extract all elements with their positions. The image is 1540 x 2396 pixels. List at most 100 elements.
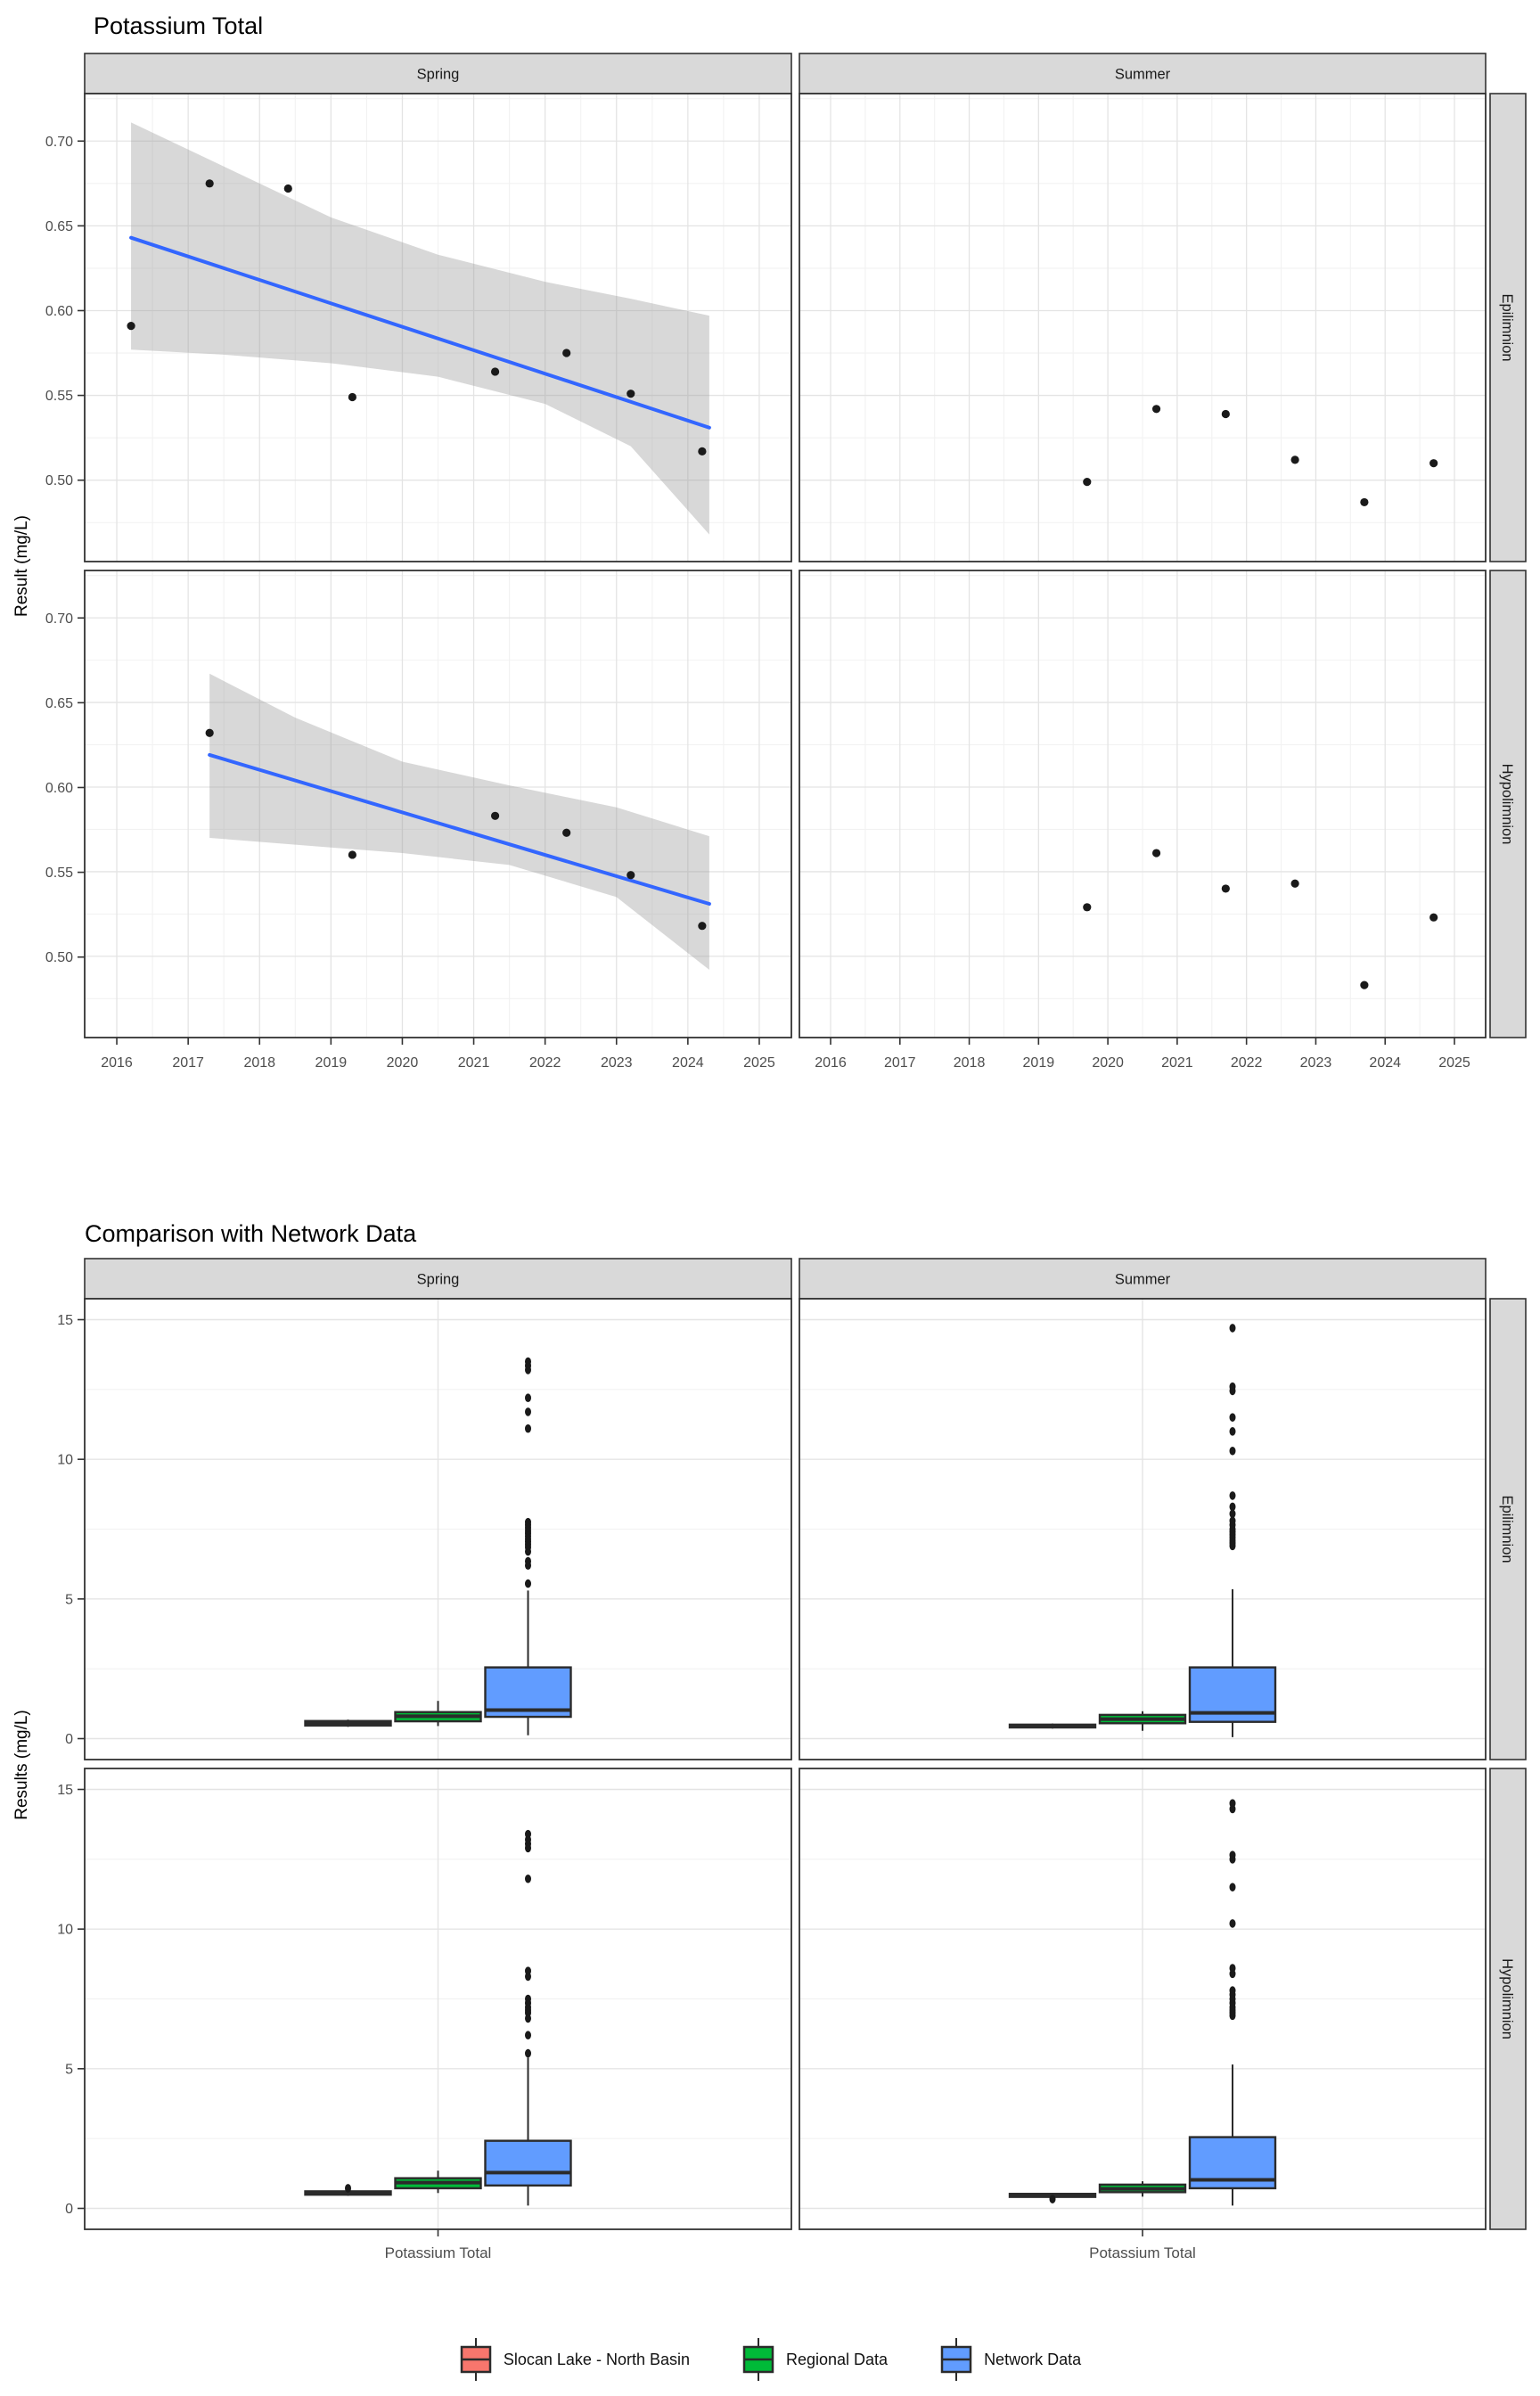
data-point	[1151, 849, 1161, 857]
data-point	[1429, 459, 1438, 468]
figure1-panels: Spring Summer Epilimnion Hypolimnion 0.50 0.5…	[45, 53, 1527, 1071]
figure2-y-axis-title: Results (mg/L)	[12, 1710, 31, 1820]
facet-strip-spring	[84, 1258, 792, 1300]
outlier-point	[1229, 1382, 1236, 1391]
figure1-title: Potassium Total	[94, 12, 263, 39]
outlier-point	[1049, 2195, 1056, 2203]
outlier-point	[525, 1994, 531, 2004]
y-axis-tick-label: 0.55	[45, 866, 73, 881]
data-point	[562, 828, 571, 837]
panel-spring-hypolimnion	[84, 570, 792, 1038]
data-point	[698, 922, 707, 931]
y-axis-tick-label: 0.70	[45, 135, 73, 150]
x-axis-tick-label: 2022	[1231, 1055, 1263, 1071]
y-axis-tick-label: 5	[65, 1592, 73, 1607]
data-point	[1429, 913, 1438, 922]
outlier-point	[1229, 1446, 1236, 1456]
data-point	[698, 447, 707, 455]
data-point	[205, 179, 214, 188]
legend-label: Slocan Lake - North Basin	[503, 2350, 690, 2368]
facet-strip-spring	[84, 53, 792, 94]
facet-strip-hypolimnion	[1489, 570, 1527, 1038]
x-axis-tick-label: 2019	[1023, 1055, 1055, 1071]
y-axis-tick-label: 0.65	[45, 219, 73, 234]
boxplot-key-icon	[940, 2338, 972, 2381]
x-axis-tick-label: 2016	[815, 1055, 847, 1071]
outlier-point	[345, 2184, 351, 2193]
panel-border	[84, 93, 792, 562]
panel-border	[799, 93, 1487, 562]
figure1-y-axis-title: Result (mg/L)	[12, 515, 31, 617]
confidence-band	[209, 673, 709, 971]
y-axis-tick-label: 0	[65, 1732, 73, 1747]
x-axis-tick-label: 2023	[1300, 1055, 1332, 1071]
panel-border	[84, 570, 792, 1038]
panel-spring-epilimnion	[84, 1298, 792, 1760]
panel-border	[799, 570, 1487, 1038]
outlier-point	[1229, 1986, 1236, 1995]
figure-comparison-plot: Comparison with Network Data Results (mg…	[12, 1220, 1527, 2261]
outlier-point	[1229, 1799, 1236, 1808]
y-axis-tick-label: 0	[65, 2202, 73, 2217]
facet-strip-hypolimnion	[1489, 1768, 1527, 2230]
panel-summer-epilimnion	[799, 1298, 1487, 1760]
outlier-point	[525, 1357, 531, 1366]
facet-strip-label: Hypolimnion	[1499, 1958, 1515, 2039]
panel-spring-epilimnion	[84, 93, 792, 562]
y-axis-tick-label: 15	[57, 1313, 73, 1328]
data-point	[490, 811, 500, 820]
outlier-point	[1229, 1427, 1236, 1436]
data-point	[1221, 409, 1230, 419]
legend: Slocan Lake - North Basin Regional Data …	[0, 2328, 1540, 2391]
y-axis-tick-label: 10	[57, 1453, 73, 1468]
facet-strip-label: Summer	[1115, 1272, 1171, 1288]
outlier-point	[525, 2048, 531, 2058]
outlier-point	[525, 1966, 531, 1975]
facet-strip-label: Epilimnion	[1499, 293, 1515, 361]
x-axis-tick-label: 2019	[315, 1055, 348, 1071]
outlier-point	[1229, 1413, 1236, 1422]
data-point	[627, 390, 635, 398]
y-axis-tick-label: 15	[57, 1783, 73, 1798]
facet-strip-label: Epilimnion	[1499, 1495, 1515, 1563]
x-axis-tick-label: 2025	[1438, 1055, 1470, 1071]
panel-spring-hypolimnion	[84, 1768, 792, 2230]
outlier-point	[1229, 1502, 1236, 1512]
outlier-point	[525, 1579, 531, 1588]
x-axis-tick-label: 2018	[243, 1055, 275, 1071]
panel-border	[799, 1298, 1487, 1760]
y-axis-tick-label: 5	[65, 2062, 73, 2077]
x-axis-tick-label: 2020	[1092, 1055, 1124, 1071]
data-point	[1360, 497, 1369, 507]
outlier-point	[1229, 1964, 1236, 1973]
outlier-point	[1229, 1324, 1236, 1333]
x-axis-tick-label: 2021	[1161, 1055, 1193, 1071]
outlier-point	[525, 1393, 531, 1403]
panel-border	[84, 1298, 792, 1760]
outlier-point	[525, 2031, 531, 2040]
y-axis-tick-label: 0.50	[45, 473, 73, 488]
confidence-band	[131, 122, 709, 535]
outlier-point	[1229, 1516, 1236, 1525]
outlier-point	[1229, 1883, 1236, 1891]
outlier-point	[525, 1517, 531, 1527]
figure2-title: Comparison with Network Data	[85, 1220, 417, 1247]
facet-strip-summer	[799, 1258, 1487, 1300]
facet-strip-summer	[799, 53, 1487, 94]
x-axis-category-label: Potassium Total	[385, 2244, 492, 2261]
boxplot-key-icon	[742, 2338, 774, 2381]
x-axis-tick-label: 2018	[954, 1055, 986, 1071]
outlier-point	[1229, 1491, 1236, 1500]
x-axis-tick-label: 2021	[458, 1055, 490, 1071]
facet-strip-label: Hypolimnion	[1499, 764, 1515, 845]
x-axis-category-label: Potassium Total	[1089, 2244, 1196, 2261]
x-axis-tick-label: 2020	[387, 1055, 419, 1071]
legend-item-regional: Regional Data	[741, 2336, 888, 2383]
facet-strip-label: Spring	[417, 67, 460, 83]
y-axis-tick-label: 0.65	[45, 696, 73, 711]
outlier-point	[525, 1424, 531, 1433]
figure-trend-plot: Potassium Total Result (mg/L) Spring Summ…	[12, 12, 1527, 1071]
y-axis-tick-label: 10	[57, 1923, 73, 1938]
data-point	[1290, 455, 1299, 464]
data-point	[1360, 981, 1369, 989]
